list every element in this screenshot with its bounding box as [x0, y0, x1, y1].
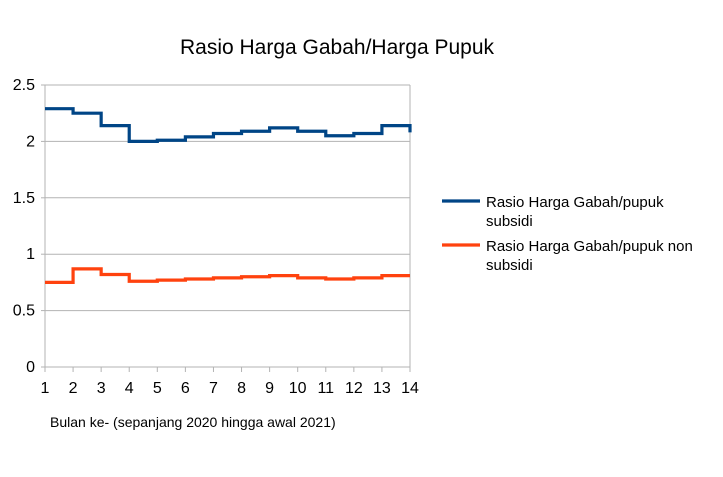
- series-line: [45, 107, 412, 143]
- x-tick-label: 7: [209, 380, 218, 397]
- x-tick-label: 6: [181, 380, 190, 397]
- x-tick-label: 4: [125, 380, 134, 397]
- y-tick-labels: 0 0.5 1 1.5 2 2.5: [13, 77, 35, 376]
- x-tick-labels: 1 2 3 4 5 6 7 8 9 10 11 12 13 14: [41, 380, 419, 397]
- legend-label: Rasio Harga Gabah/pupuk: [486, 194, 664, 211]
- series-lines: [45, 107, 412, 284]
- x-tick-label: 12: [345, 380, 363, 397]
- series-line: [45, 267, 410, 284]
- y-tick-label: 0: [26, 359, 35, 376]
- y-tick-label: 2: [26, 133, 35, 150]
- x-axis-label: Bulan ke- (sepanjang 2020 hingga awal 20…: [50, 414, 336, 430]
- axes: [41, 84, 411, 372]
- y-tick-label: 0.5: [13, 303, 35, 320]
- legend: Rasio Harga Gabah/pupuk subsidi Rasio Harg…: [442, 194, 693, 274]
- x-tick-label: 11: [317, 380, 334, 397]
- y-tick-label: 1.5: [13, 190, 35, 207]
- x-tick-label: 5: [153, 380, 162, 397]
- x-tick-label: 10: [289, 380, 307, 397]
- y-tick-label: 2.5: [13, 77, 35, 94]
- x-tick-label: 13: [373, 380, 391, 397]
- chart-title: Rasio Harga Gabah/Harga Pupuk: [180, 36, 495, 59]
- grid: [45, 84, 410, 368]
- y-tick-label: 1: [26, 246, 35, 263]
- x-tick-label: 2: [69, 380, 78, 397]
- x-tick-label: 3: [97, 380, 106, 397]
- x-tick-label: 14: [401, 380, 419, 397]
- legend-label: subsidi: [486, 257, 533, 274]
- x-tick-label: 1: [41, 380, 50, 397]
- x-tick-label: 8: [237, 380, 246, 397]
- legend-label: Rasio Harga Gabah/pupuk non: [486, 238, 693, 255]
- x-tick-label: 9: [265, 380, 274, 397]
- legend-label: subsidi: [486, 213, 533, 230]
